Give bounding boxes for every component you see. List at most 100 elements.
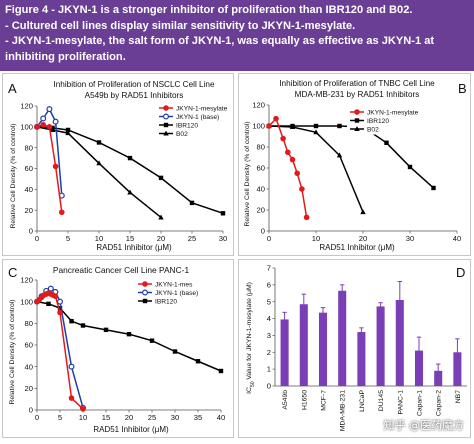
y-tick-label: 100 (252, 122, 265, 131)
data-point (80, 406, 86, 412)
y-tick-label: 60 (257, 164, 265, 173)
data-point (431, 185, 436, 191)
legend-label: IBR120 (367, 118, 389, 125)
x-tick-label: 5 (58, 413, 62, 422)
x-tick-label: 20 (359, 234, 367, 243)
watermark: 知乎 @医药魔方 (383, 419, 465, 432)
chart-a-subtitle: A549b by RAD51 Inhibitors (85, 91, 184, 100)
category-label: MCF-7 (321, 390, 328, 411)
chart-c-xlabel: RAD51 Inhibitor (μM) (93, 425, 169, 434)
data-point (46, 106, 53, 113)
data-point (273, 115, 279, 122)
category-label: NB7 (455, 390, 462, 403)
category-label: DU145 (378, 390, 385, 411)
legend-marker (142, 281, 148, 287)
data-point (65, 127, 71, 133)
data-point (34, 124, 40, 130)
legend-label: JKYN-1-mesylate (176, 105, 228, 112)
ic50-subscript: 50 (250, 381, 256, 387)
category-label: H1650 (301, 390, 308, 410)
data-point (103, 327, 109, 333)
chart-b-xlabel: RAD51 Inhibitor (μM) (319, 243, 395, 252)
legend-label: IBR120 (155, 298, 177, 305)
legend-marker (163, 122, 169, 128)
y-tick-label: 0 (29, 406, 33, 415)
y-tick-label: 100 (20, 122, 33, 131)
x-tick-label: 30 (219, 234, 227, 243)
data-point (195, 359, 201, 364)
chart-d-ylabel: IC50 Value for JKYN-1-mesylate (μM) (246, 282, 256, 394)
chart-b-plot (266, 115, 436, 221)
x-tick-label: 30 (406, 234, 414, 243)
data-point (126, 331, 132, 337)
x-tick-label: 35 (194, 413, 202, 422)
bar (395, 300, 404, 386)
data-point (40, 121, 46, 128)
chart-a-plot (34, 106, 226, 220)
legend-marker (142, 298, 148, 304)
data-point (303, 214, 310, 221)
data-point (384, 140, 389, 145)
data-point (52, 163, 59, 170)
data-point (313, 129, 319, 135)
panel-letter-c: C (8, 265, 17, 280)
data-point (65, 130, 71, 136)
x-tick-label: 10 (95, 234, 103, 243)
chart-c-ylabel: Relative Cell Density (% of control) (9, 299, 16, 404)
legend-marker (163, 130, 169, 136)
y-tick-label: 0 (261, 227, 265, 236)
chart-c-svg: C Pancreatic Cancer Cell Line PANC-1 Rel… (8, 265, 225, 434)
chart-d-svg: D IC50 Value for JKYN-1-mesylate (μM) 0 1… (246, 264, 467, 431)
data-point (284, 149, 291, 156)
legend-label: JKYN-1-mes (155, 281, 193, 288)
y-tick-label: 100 (20, 297, 33, 306)
bar (414, 350, 424, 386)
y-tick-label: 1 (267, 365, 271, 374)
bar (299, 304, 308, 386)
x-tick-label: 0 (267, 234, 271, 243)
y-tick-label: 5 (267, 297, 271, 306)
bar (318, 312, 328, 386)
data-point (96, 140, 102, 145)
y-tick-label: 6 (267, 280, 271, 289)
y-tick-label: 7 (267, 264, 271, 273)
x-tick-label: 40 (453, 234, 461, 243)
data-point (218, 368, 224, 374)
chart-a-svg: A Inhibition of Proliferation of NSCLC C… (8, 80, 230, 252)
chart-a-legend: JKYN-1-mesylate JKYN-1 (base)IBR120 B02 (156, 102, 230, 139)
legend-label: B02 (176, 131, 188, 138)
x-tick-label: 10 (79, 413, 87, 422)
y-tick-label: 40 (25, 185, 33, 194)
y-tick-label: 120 (252, 101, 265, 110)
legend-marker (142, 289, 149, 296)
data-point (40, 115, 47, 122)
chart-a-ylabel: Relative Cell Density (% of control) (10, 123, 17, 228)
legend-label: IBR120 (176, 122, 198, 129)
chart-b-ylabel: Relative Cell Density (% of control) (244, 121, 251, 226)
series-line (36, 126, 224, 215)
y-tick-label: 40 (257, 185, 265, 194)
caption-line-3: - JKYN-1-mesylate, the salt form of JKYN… (5, 35, 435, 47)
caption-line-4: inhibiting proliferation. (5, 50, 126, 63)
data-point (56, 298, 63, 305)
data-point (68, 395, 75, 401)
data-point (189, 200, 195, 206)
data-point (58, 209, 65, 216)
series-line (36, 123, 63, 213)
data-point (266, 123, 272, 129)
category-label: Capan-2 (436, 390, 443, 416)
legend-marker (163, 113, 170, 120)
chart-b-svg: B Inhibition of Proliferation of TNBC Ce… (244, 79, 467, 252)
panel-a: A Inhibition of Proliferation of NSCLC C… (2, 73, 234, 256)
data-point (50, 125, 55, 131)
data-point (313, 123, 319, 129)
bar (280, 319, 289, 386)
y-tick-label: 2 (267, 348, 271, 357)
y-tick-label: 120 (20, 276, 33, 285)
legend-label: JKYN-1 (base) (176, 114, 219, 121)
y-tick-label: 80 (25, 143, 33, 152)
data-point (172, 349, 178, 354)
x-tick-label: 15 (126, 234, 134, 243)
panel-letter-d: D (456, 265, 465, 280)
chart-c-ticks: 0 5 10 15 20 25 30 35 40 0 20 40 60 80 100 120 (20, 276, 225, 422)
